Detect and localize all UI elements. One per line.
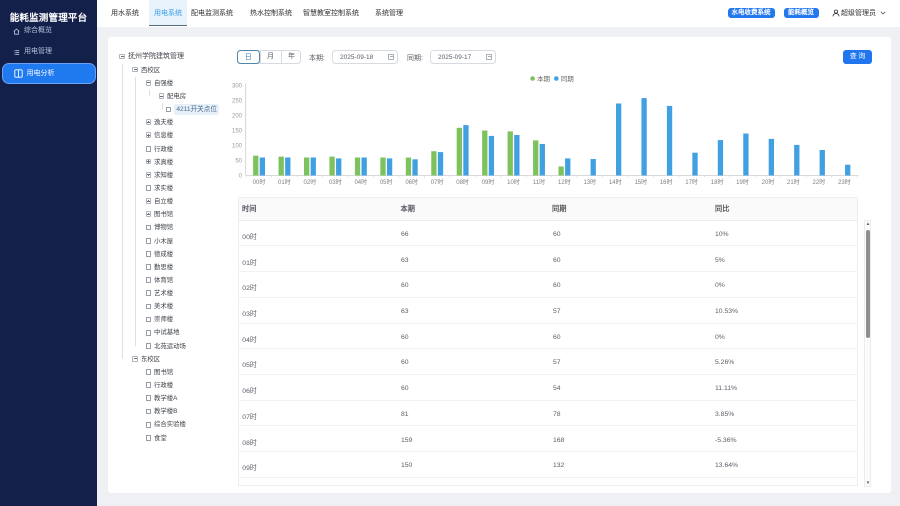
svg-text:15时: 15时 <box>634 178 647 186</box>
svg-text:09时: 09时 <box>482 178 495 186</box>
svg-text:18时: 18时 <box>711 178 724 186</box>
svg-text:07时: 07时 <box>431 178 444 186</box>
svg-text:22时: 22时 <box>813 178 826 186</box>
svg-text:0: 0 <box>239 174 243 180</box>
svg-text:16时: 16时 <box>660 178 673 186</box>
svg-text:13时: 13时 <box>583 178 596 186</box>
svg-text:12时: 12时 <box>558 178 571 186</box>
svg-text:11时: 11时 <box>533 178 545 186</box>
svg-text:同期: 同期 <box>561 75 575 83</box>
svg-text:100: 100 <box>232 144 243 150</box>
svg-text:06时: 06时 <box>405 178 418 186</box>
svg-text:本期: 本期 <box>537 74 551 83</box>
svg-text:02时: 02时 <box>304 178 317 186</box>
svg-text:14时: 14时 <box>609 178 622 186</box>
svg-text:19时: 19时 <box>736 178 749 186</box>
svg-text:250: 250 <box>232 99 243 105</box>
svg-text:01时: 01时 <box>278 178 291 186</box>
svg-text:08时: 08时 <box>456 178 469 186</box>
svg-text:20时: 20时 <box>762 178 775 186</box>
svg-text:17时: 17时 <box>685 178 698 186</box>
svg-text:03时: 03时 <box>329 178 342 186</box>
svg-text:200: 200 <box>232 114 243 120</box>
svg-text:00时: 00时 <box>253 178 266 186</box>
svg-text:23时: 23时 <box>838 178 851 186</box>
svg-text:150: 150 <box>232 129 243 135</box>
svg-text:05时: 05时 <box>380 178 393 186</box>
svg-text:300: 300 <box>232 84 243 90</box>
svg-text:04时: 04时 <box>354 178 367 186</box>
svg-text:10时: 10时 <box>507 178 520 186</box>
svg-text:50: 50 <box>235 159 242 165</box>
svg-text:21时: 21时 <box>787 178 800 186</box>
